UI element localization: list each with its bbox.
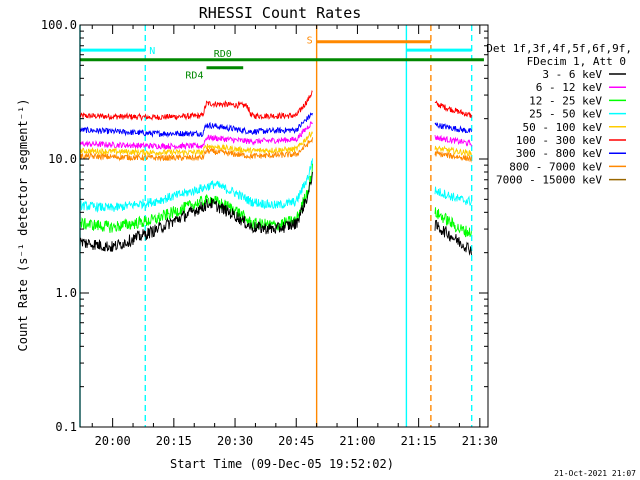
y-tick-label: 1.0: [55, 286, 77, 300]
legend-label: 800 - 7000 keV: [509, 160, 602, 173]
legend-header: Det 1f,3f,4f,5f,6f,9f,: [486, 42, 632, 55]
legend-label: 50 - 100 keV: [523, 121, 603, 134]
footer-timestamp: 21-Oct-2021 21:07: [554, 469, 636, 478]
series-line: [79, 112, 313, 139]
series-line: [434, 186, 472, 206]
y-axis-label: Count Rate (s⁻¹ detector segment⁻¹): [16, 99, 30, 352]
series-line: [79, 121, 313, 151]
series-line: [79, 131, 313, 157]
series-layer: [79, 90, 472, 256]
series-line: [79, 158, 313, 213]
plot-frame: [79, 24, 489, 428]
annotations: N S RD0 RD4: [79, 25, 484, 427]
legend-label: 3 - 6 keV: [542, 68, 602, 81]
y-tick-label: 100.0: [41, 18, 77, 32]
interval-label: RD4: [185, 71, 203, 82]
chart-title: RHESSI Count Rates: [199, 4, 362, 22]
x-tick-label: 21:15: [401, 434, 437, 448]
y-axis: 0.1 1.0 10.0 100.0: [41, 18, 488, 434]
legend-label: 12 - 25 keV: [529, 94, 602, 107]
x-axis-label: Start Time (09-Dec-05 19:52:02): [170, 457, 394, 471]
interval-label: N: [149, 46, 155, 57]
interval-label: S: [307, 36, 313, 47]
x-tick-label: 20:00: [95, 434, 131, 448]
legend-header: FDecim 1, Att 0: [527, 55, 626, 68]
series-line: [434, 122, 472, 134]
series-line: [434, 145, 472, 157]
x-tick-label: 20:45: [278, 434, 314, 448]
series-line: [434, 219, 472, 256]
series-line: [434, 134, 472, 147]
legend-label: 6 - 12 keV: [536, 81, 603, 94]
series-line: [79, 90, 313, 122]
y-tick-label: 0.1: [55, 420, 77, 434]
legend-label: 100 - 300 keV: [516, 134, 602, 147]
x-tick-label: 20:30: [217, 434, 253, 448]
series-line: [79, 163, 313, 233]
legend-label: 25 - 50 keV: [529, 108, 602, 121]
legend-label: 7000 - 15000 keV: [496, 174, 602, 187]
interval-label: RD0: [214, 49, 232, 60]
series-line: [434, 100, 472, 118]
x-axis: 20:00 20:15 20:30 20:45 21:00 21:15 21:30: [91, 25, 498, 448]
legend: Det 1f,3f,4f,5f,6f,9f,FDecim 1, Att 03 -…: [486, 42, 632, 187]
x-tick-label: 21:30: [462, 434, 498, 448]
series-line: [79, 171, 313, 252]
y-tick-label: 10.0: [48, 152, 77, 166]
legend-label: 300 - 800 keV: [516, 147, 602, 160]
x-tick-label: 20:15: [156, 434, 192, 448]
series-line: [434, 149, 472, 163]
series-line: [434, 207, 472, 238]
x-tick-label: 21:00: [339, 434, 375, 448]
series-line: [79, 137, 313, 162]
